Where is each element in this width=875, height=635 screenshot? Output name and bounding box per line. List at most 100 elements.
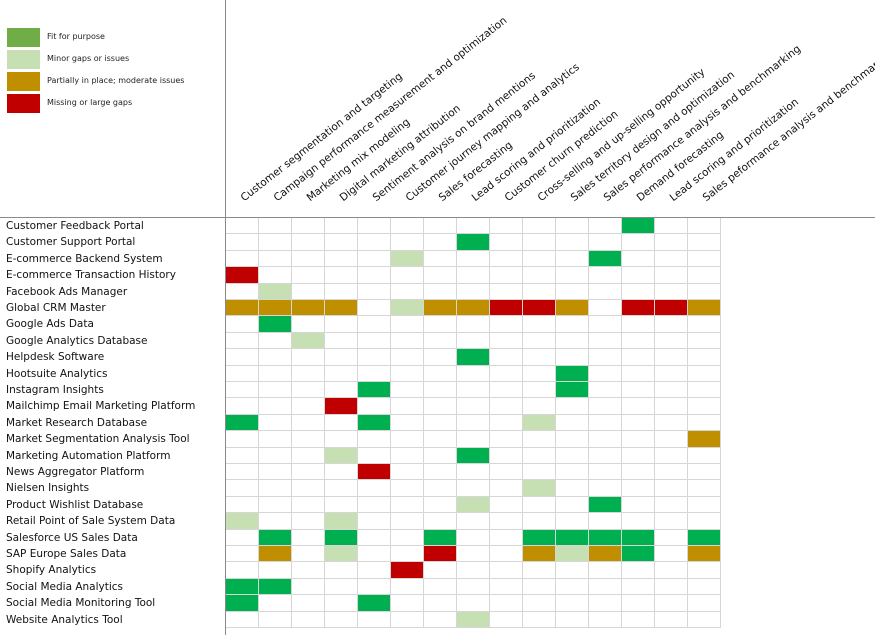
- heatmap-cell-empty: [325, 316, 358, 333]
- heatmap-cell-empty: [226, 365, 259, 382]
- heatmap-cell-empty: [688, 398, 721, 415]
- row-label: Market Segmentation Analysis Tool: [6, 433, 190, 446]
- heatmap-cell-empty: [457, 431, 490, 448]
- heatmap-cell-empty: [688, 365, 721, 382]
- heatmap-cell-empty: [358, 513, 391, 530]
- heatmap-cell-empty: [457, 480, 490, 497]
- heatmap-cell-empty: [226, 283, 259, 300]
- heatmap-cell-empty: [556, 513, 589, 530]
- row-label: Customer Feedback Portal: [6, 220, 144, 232]
- heatmap-cell-empty: [391, 267, 424, 284]
- heatmap-cell-empty: [226, 546, 259, 563]
- heatmap-cell-empty: [556, 250, 589, 268]
- heatmap-cell-missing: [358, 464, 391, 481]
- heatmap-cell-empty: [655, 431, 688, 448]
- heatmap-cell-empty: [259, 562, 292, 579]
- heatmap-cell-empty: [358, 250, 391, 268]
- heatmap-cell-empty: [655, 267, 688, 284]
- heatmap-cell-fit: [358, 382, 391, 399]
- legend-label: Partially in place; moderate issues: [47, 76, 185, 85]
- heatmap-cell-fit: [589, 529, 622, 546]
- heatmap-cell-empty: [259, 250, 292, 268]
- heatmap-cell-empty: [655, 496, 688, 514]
- heatmap-cell-empty: [358, 300, 391, 317]
- heatmap-cell-empty: [292, 513, 325, 530]
- heatmap-cell-empty: [523, 578, 556, 596]
- heatmap-cell-empty: [688, 578, 721, 596]
- heatmap-cell-empty: [457, 513, 490, 530]
- heatmap-cell-minor: [292, 332, 325, 350]
- heatmap-cell-empty: [424, 382, 457, 399]
- heatmap-cell-minor: [325, 447, 358, 464]
- heatmap-cell-empty: [292, 316, 325, 333]
- row-label: Customer Support Portal: [6, 236, 136, 249]
- heatmap-cell-empty: [589, 595, 622, 612]
- heatmap-cell-empty: [226, 480, 259, 497]
- heatmap-cell-empty: [292, 382, 325, 399]
- heatmap-cell-empty: [556, 611, 589, 628]
- heatmap-cell-partial: [226, 300, 259, 317]
- heatmap-cell-empty: [391, 283, 424, 300]
- heatmap-cell-empty: [655, 546, 688, 563]
- heatmap-cell-empty: [259, 447, 292, 464]
- legend-swatch-fit: [7, 28, 40, 47]
- row-label: Mailchimp Email Marketing Platform: [6, 400, 196, 413]
- heatmap-cell-empty: [688, 218, 721, 235]
- heatmap-cell-empty: [358, 267, 391, 284]
- heatmap-cell-empty: [457, 332, 490, 350]
- heatmap-cell-empty: [688, 513, 721, 530]
- heatmap-cell-missing: [490, 300, 523, 317]
- heatmap-cell-empty: [457, 250, 490, 268]
- row-label: News Aggregator Platform: [6, 466, 145, 478]
- row-label: Marketing Automation Platform: [6, 449, 171, 462]
- heatmap-cell-fit: [457, 349, 490, 366]
- heatmap-cell-empty: [490, 480, 523, 497]
- heatmap-cell-empty: [589, 447, 622, 464]
- heatmap-cell-empty: [292, 414, 325, 432]
- heatmap-cell-fit: [589, 250, 622, 268]
- row-label: E-commerce Backend System: [6, 252, 163, 265]
- heatmap-cell-empty: [391, 332, 424, 350]
- heatmap-cell-fit: [259, 578, 292, 596]
- row-label: Market Research Database: [6, 416, 148, 429]
- row-label: SAP Europe Sales Data: [6, 548, 127, 560]
- heatmap-cell-empty: [523, 234, 556, 251]
- heatmap-cell-empty: [391, 546, 424, 563]
- horizontal-divider: [0, 217, 875, 218]
- heatmap-cell-empty: [358, 398, 391, 415]
- heatmap-cell-empty: [358, 283, 391, 300]
- heatmap-cell-empty: [424, 447, 457, 464]
- heatmap-cell-empty: [523, 464, 556, 481]
- heatmap-cell-empty: [622, 283, 655, 300]
- heatmap-cell-empty: [523, 283, 556, 300]
- heatmap-cell-empty: [292, 529, 325, 546]
- heatmap-cell-empty: [424, 513, 457, 530]
- heatmap-cell-empty: [655, 595, 688, 612]
- heatmap-cell-fit: [556, 365, 589, 382]
- heatmap-cell-empty: [688, 595, 721, 612]
- heatmap-cell-empty: [325, 267, 358, 284]
- legend-swatch-minor: [7, 50, 40, 69]
- heatmap-cell-empty: [589, 218, 622, 235]
- heatmap-cell-empty: [325, 382, 358, 399]
- heatmap-cell-empty: [589, 365, 622, 382]
- heatmap-cell-fit: [589, 496, 622, 514]
- heatmap-cell-fit: [226, 595, 259, 612]
- heatmap-cell-empty: [226, 611, 259, 628]
- heatmap-cell-empty: [490, 496, 523, 514]
- heatmap-cell-empty: [325, 611, 358, 628]
- heatmap-cell-empty: [226, 496, 259, 514]
- heatmap-cell-empty: [622, 332, 655, 350]
- heatmap-cell-empty: [490, 447, 523, 464]
- heatmap-cell-empty: [358, 365, 391, 382]
- heatmap-cell-empty: [556, 578, 589, 596]
- heatmap-cell-empty: [490, 349, 523, 366]
- heatmap-cell-minor: [523, 480, 556, 497]
- heatmap-cell-empty: [325, 283, 358, 300]
- heatmap-cell-empty: [589, 464, 622, 481]
- heatmap-cell-minor: [226, 513, 259, 530]
- heatmap-cell-empty: [556, 447, 589, 464]
- heatmap-cell-empty: [556, 480, 589, 497]
- heatmap-cell-empty: [556, 267, 589, 284]
- heatmap-cell-empty: [325, 578, 358, 596]
